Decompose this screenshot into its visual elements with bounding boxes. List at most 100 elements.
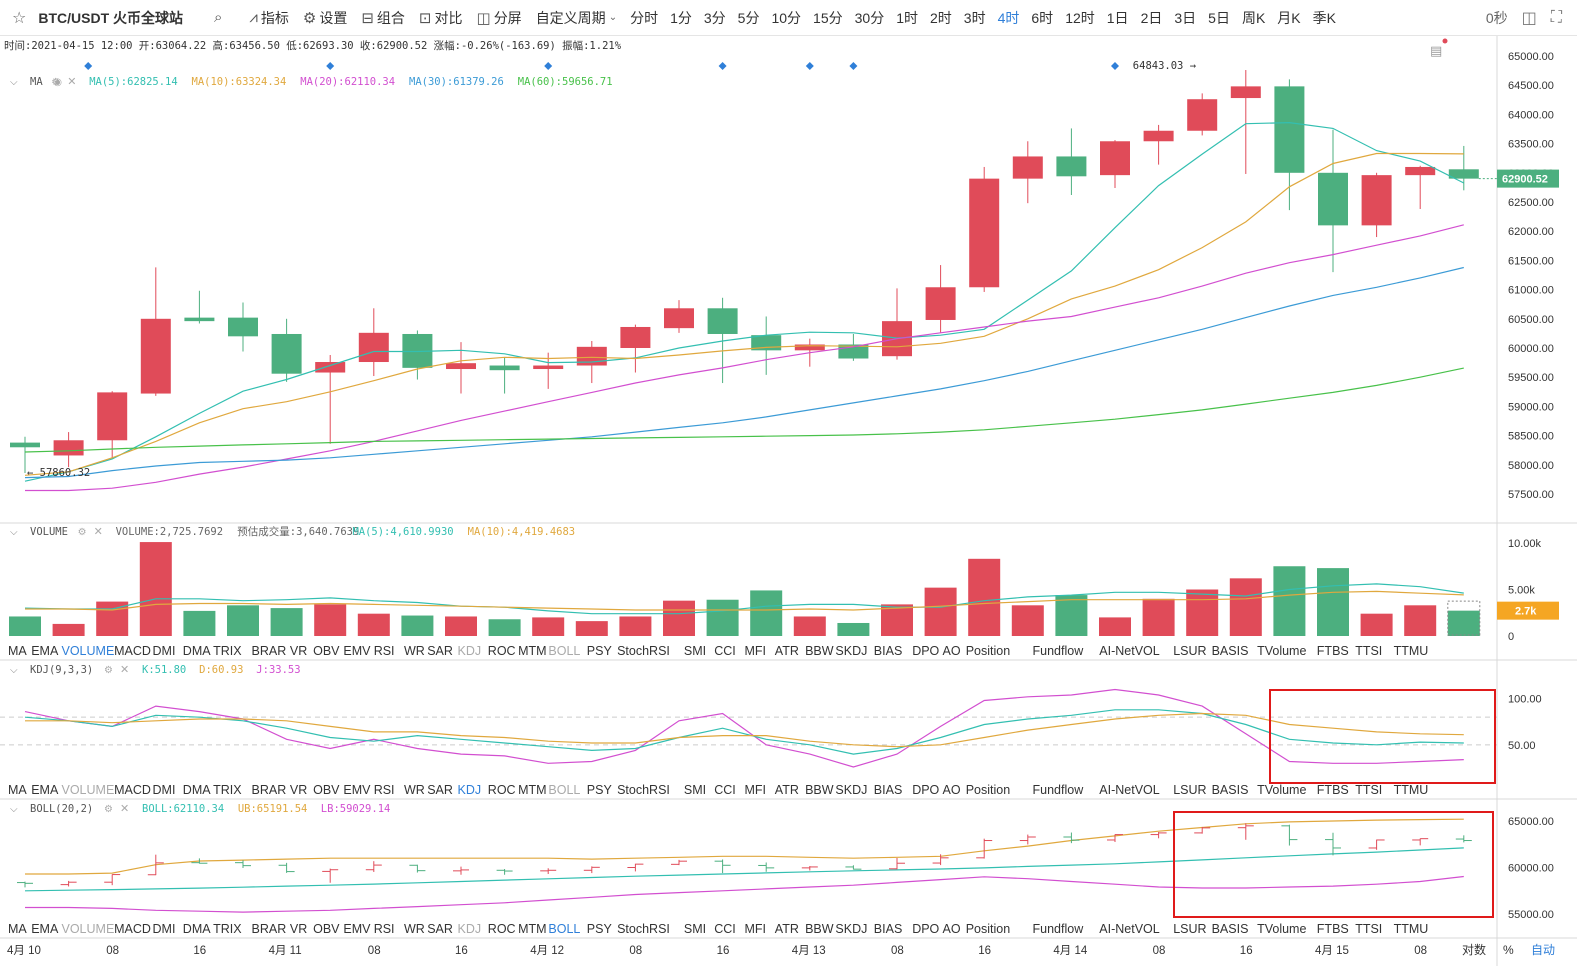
period-tab[interactable]: 1时 [896,9,918,26]
indicator-tab-dma[interactable]: DMA [183,783,211,797]
indicator-tab-rsi[interactable]: RSI [374,783,395,797]
axis-mode-button-0[interactable]: 对数 [1462,942,1486,957]
indicator-tab-kdj[interactable]: KDJ [458,644,482,658]
period-tab[interactable]: 2日 [1140,9,1163,26]
period-tab[interactable]: 1日 [1106,9,1129,26]
indicator-tab-ema[interactable]: EMA [31,783,59,797]
indicator-tab-boll[interactable]: BOLL [548,783,580,797]
indicator-tab-mtm[interactable]: MTM [518,922,546,936]
indicator-tab-brar[interactable]: BRAR [252,783,287,797]
indicator-tab-mfi[interactable]: MFI [745,922,767,936]
indicator-tab-tvolume[interactable]: TVolume [1257,922,1306,936]
indicator-tab-roc[interactable]: ROC [488,783,516,797]
indicator-tab-ai-netvol[interactable]: AI-NetVOL [1099,922,1159,936]
indicator-tab-dmi[interactable]: DMI [153,644,176,658]
gear-button[interactable]: ⚙ 设置 [296,0,354,36]
indicator-tab-position[interactable]: Position [966,783,1011,797]
indicator-tab-volume[interactable]: VOLUME [62,644,115,658]
indicator-tab-bbw[interactable]: BBW [805,644,834,658]
period-tab[interactable]: 2时 [930,9,952,26]
indicator-tab-mfi[interactable]: MFI [745,783,767,797]
indicator-tab-ma[interactable]: MA [8,922,27,936]
indicator-tab-bbw[interactable]: BBW [805,783,834,797]
indicator-tab-psy[interactable]: PSY [587,644,613,658]
indicator-tab-bias[interactable]: BIAS [874,922,903,936]
indicator-tab-roc[interactable]: ROC [488,922,516,936]
indicator-tab-ao[interactable]: AO [943,783,961,797]
indicator-tab-stochrsi[interactable]: StochRSI [617,783,670,797]
indicator-tab-stochrsi[interactable]: StochRSI [617,922,670,936]
indicator-tab-wr[interactable]: WR [404,644,425,658]
camera-icon[interactable]: ◫ [1521,10,1537,27]
indicator-tab-trix[interactable]: TRIX [213,922,242,936]
indicator-tab-volume[interactable]: VOLUME [62,922,115,936]
indicator-tab-ai-netvol[interactable]: AI-NetVOL [1099,644,1159,658]
indicator-tab-dma[interactable]: DMA [183,922,211,936]
axis-mode-button-1[interactable]: % [1503,943,1514,957]
indicator-tab-ttmu[interactable]: TTMU [1394,644,1429,658]
indicator-tab-ma[interactable]: MA [8,783,27,797]
indicator-tab-lsur[interactable]: LSUR [1173,644,1206,658]
indicator-tab-vr[interactable]: VR [290,922,307,936]
symbol-name[interactable]: BTC/USDT 火币全球站 [38,9,184,26]
indicator-tab-emv[interactable]: EMV [343,644,371,658]
indicator-tab-dma[interactable]: DMA [183,644,211,658]
indicator-tab-ema[interactable]: EMA [31,644,59,658]
indicator-tab-emv[interactable]: EMV [343,922,371,936]
custom-period-dropdown[interactable]: 自定义周期 ⌄ [529,0,624,36]
favorite-star-icon[interactable]: ☆ [12,9,27,27]
indicator-tab-boll[interactable]: BOLL [548,644,580,658]
indicator-tab-dpo[interactable]: DPO [912,783,939,797]
indicator-tab-ai-netvol[interactable]: AI-NetVOL [1099,783,1159,797]
period-tab[interactable]: 周K [1241,9,1266,26]
period-tab[interactable]: 季K [1312,9,1336,26]
indicator-tab-ao[interactable]: AO [943,644,961,658]
indicator-tab-trix[interactable]: TRIX [213,644,242,658]
combine-button[interactable]: ⊟ 组合 [354,0,412,36]
indicator-tab-trix[interactable]: TRIX [213,783,242,797]
indicator-tab-mtm[interactable]: MTM [518,644,546,658]
indicator-tab-dpo[interactable]: DPO [912,922,939,936]
indicator-tab-roc[interactable]: ROC [488,644,516,658]
indicator-tab-boll[interactable]: BOLL [548,922,580,936]
period-tab[interactable]: 分时 [630,9,659,26]
split-screen-button[interactable]: ◫ 分屏 [470,0,529,36]
period-tab[interactable]: 3分 [703,9,726,26]
indicator-tab-vr[interactable]: VR [290,644,307,658]
indicator-tab-ttmu[interactable]: TTMU [1394,922,1429,936]
indicator-tab-ttsi[interactable]: TTSI [1355,922,1382,936]
indicator-tab-fundflow[interactable]: Fundflow [1033,644,1085,658]
period-tab[interactable]: 10分 [771,9,802,26]
indicator-tab-tvolume[interactable]: TVolume [1257,783,1306,797]
indicator-tab-kdj[interactable]: KDJ [458,783,482,797]
indicator-tab-obv[interactable]: OBV [313,783,340,797]
indicator-tab-smi[interactable]: SMI [684,644,706,658]
period-tab[interactable]: 5日 [1208,9,1230,26]
indicator-tab-macd[interactable]: MACD [114,922,151,936]
indicator-tab-bias[interactable]: BIAS [874,644,903,658]
axis-mode-button-2[interactable]: 自动 [1531,943,1555,957]
indicator-tab-macd[interactable]: MACD [114,644,151,658]
indicator-tab-tvolume[interactable]: TVolume [1257,644,1306,658]
indicator-tab-brar[interactable]: BRAR [252,922,287,936]
indicator-tab-lsur[interactable]: LSUR [1173,783,1206,797]
indicator-button[interactable]: ⩘ 指标 [242,0,295,36]
indicator-tab-kdj[interactable]: KDJ [458,922,482,936]
indicator-tab-smi[interactable]: SMI [684,922,706,936]
indicator-tab-cci[interactable]: CCI [714,644,736,658]
indicator-tab-bias[interactable]: BIAS [874,783,903,797]
indicator-tab-ftbs[interactable]: FTBS [1317,783,1349,797]
indicator-tab-skdj[interactable]: SKDJ [835,922,867,936]
indicator-tab-wr[interactable]: WR [404,922,425,936]
period-tab[interactable]: 4时 [997,9,1020,26]
indicator-tab-cci[interactable]: CCI [714,783,736,797]
indicator-tab-position[interactable]: Position [966,644,1011,658]
indicator-tab-dmi[interactable]: DMI [153,922,176,936]
indicator-tab-ao[interactable]: AO [943,922,961,936]
indicator-tab-sar[interactable]: SAR [427,644,453,658]
indicator-tab-basis[interactable]: BASIS [1212,783,1249,797]
indicator-tab-ftbs[interactable]: FTBS [1317,922,1349,936]
indicator-tab-obv[interactable]: OBV [313,644,340,658]
indicator-tab-emv[interactable]: EMV [343,783,371,797]
indicator-tab-basis[interactable]: BASIS [1212,922,1249,936]
